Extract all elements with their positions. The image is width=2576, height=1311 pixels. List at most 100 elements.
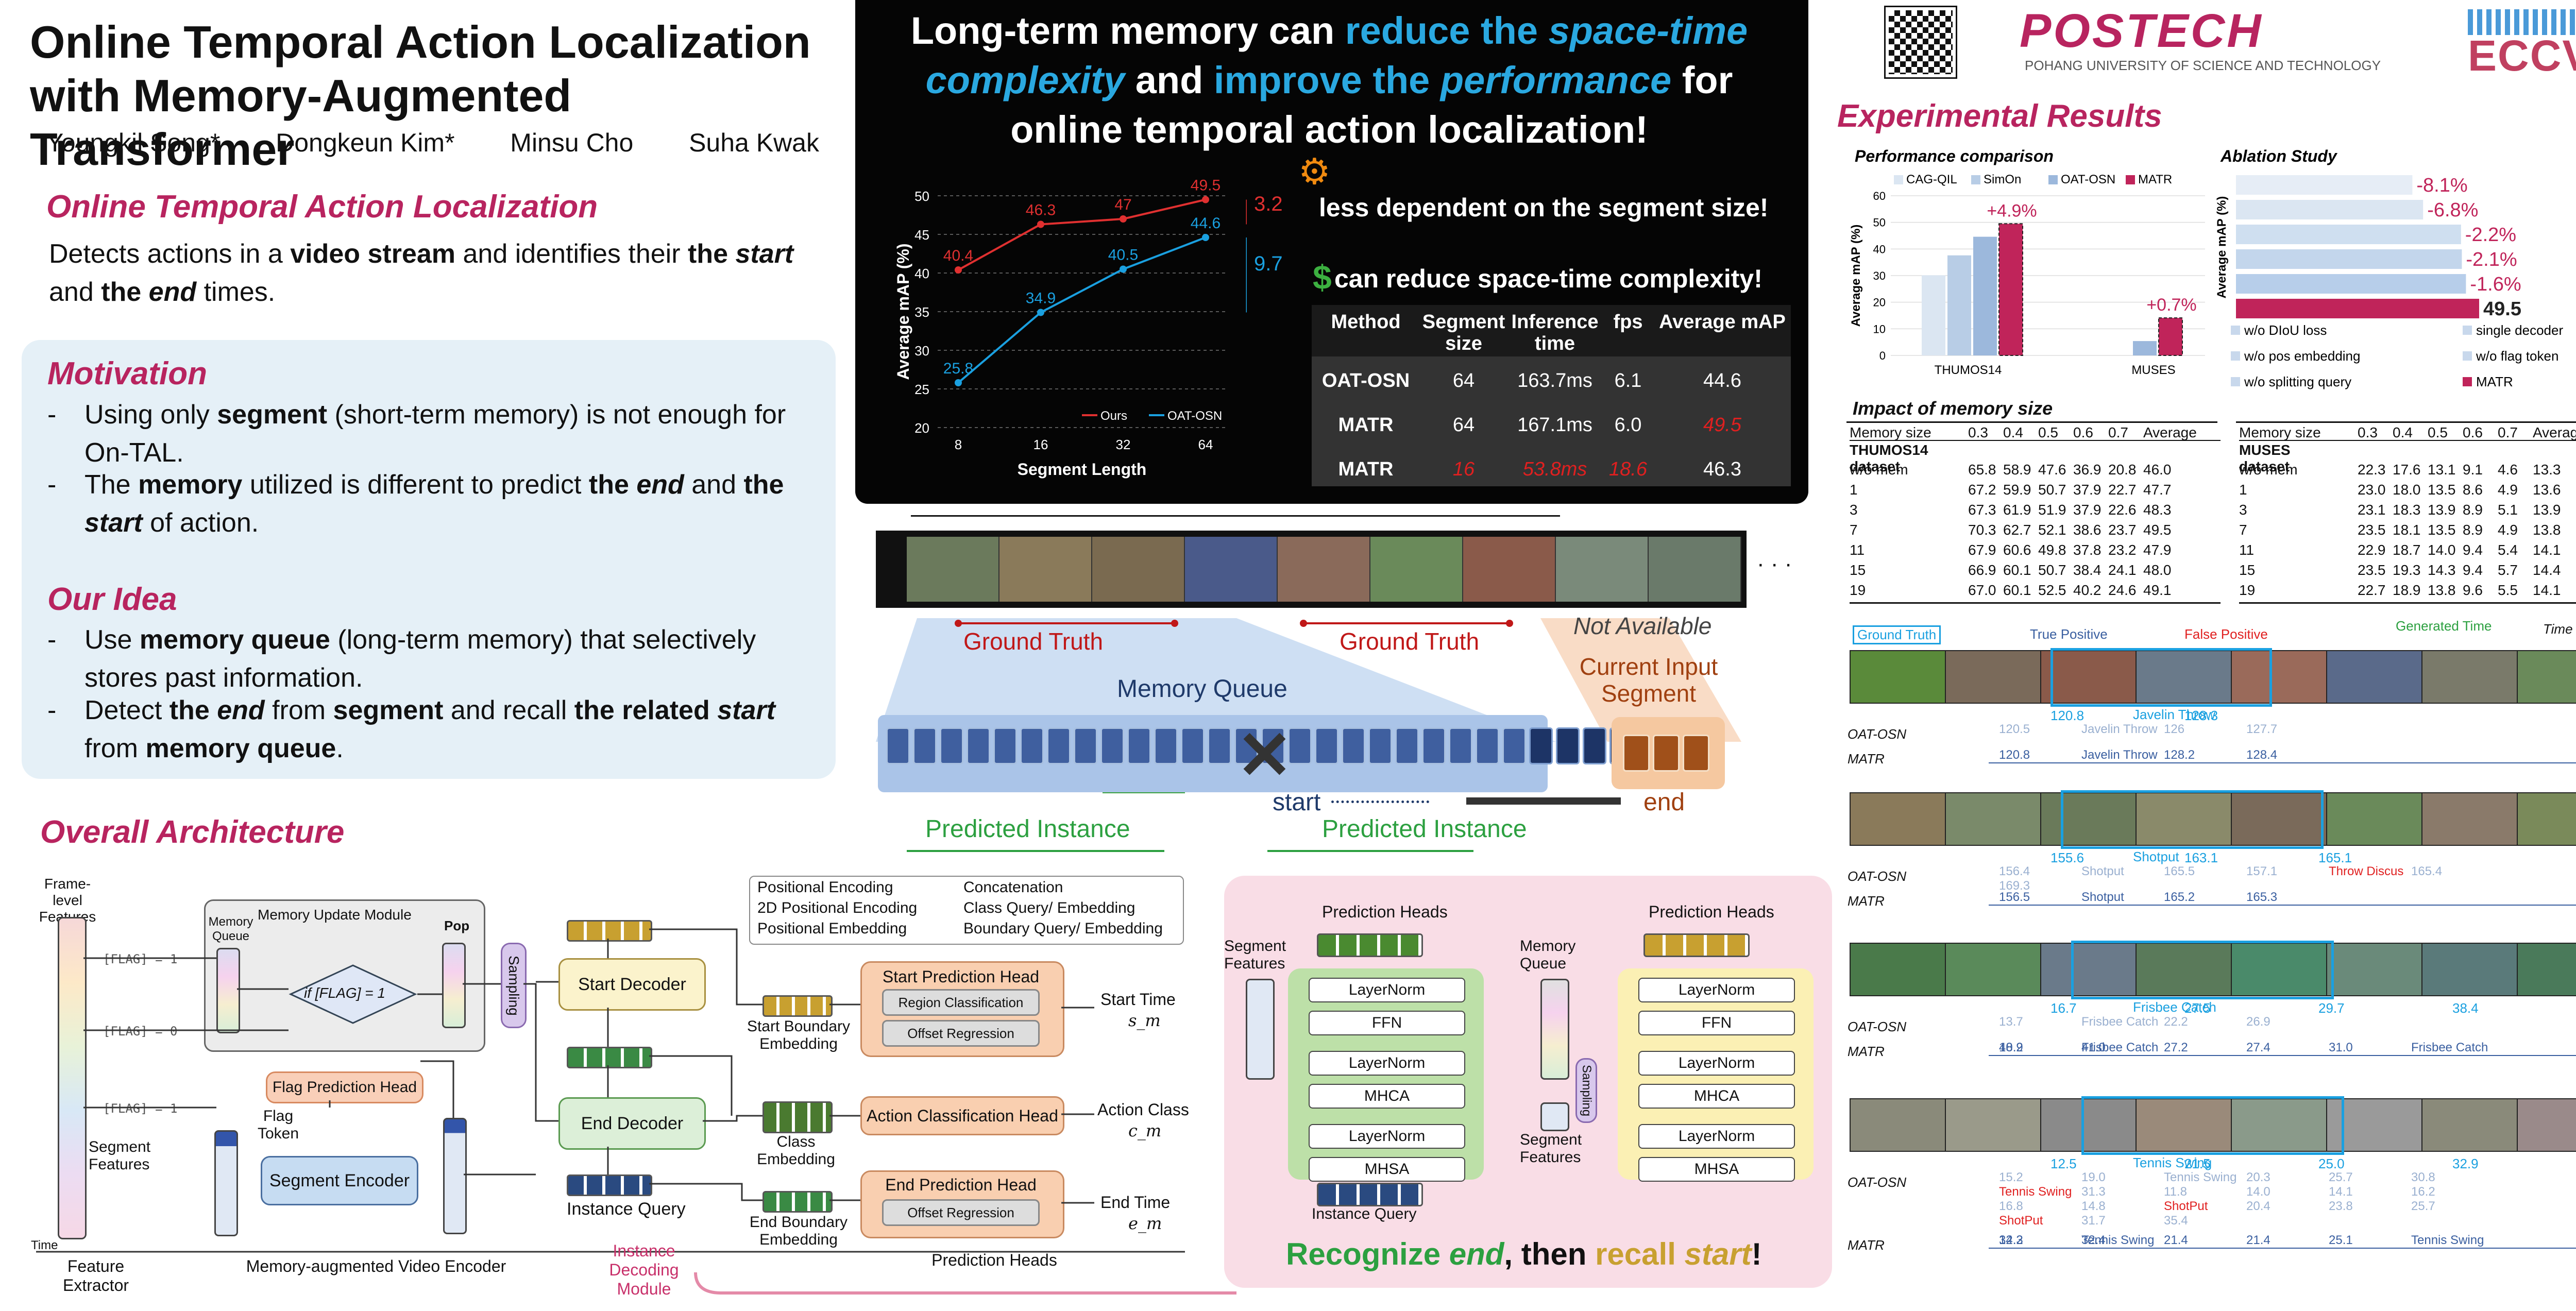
memory-table-cell: 13.5 <box>2428 482 2456 498</box>
ground-truth-time: 165.1 <box>2318 850 2352 865</box>
ground-truth-label-1: Ground Truth <box>963 628 1104 655</box>
detail-memory-column <box>1540 979 1569 1080</box>
oat-osn-prediction-value: 169.3 <box>1999 879 2030 893</box>
bar-y-tick: 30 <box>1873 269 1886 282</box>
memory-table-cell: 67.3 <box>1968 502 1996 518</box>
ablation-bar-label: -2.2% <box>2465 224 2516 246</box>
flag-condition-text: if [FLAG] = 1 <box>304 985 385 1001</box>
matr-timeline-axis <box>1989 762 2576 763</box>
filmstrip-frame <box>2232 793 2327 845</box>
memory-table-cell: 46.0 <box>2143 462 2172 478</box>
oat-osn-prediction-value: 157.1 <box>2246 864 2278 878</box>
postech-subtitle: POHANG UNIVERSITY OF SCIENCE AND TECHNOL… <box>2025 58 2381 73</box>
oat-osn-prediction-value: 31.7 <box>2081 1214 2106 1228</box>
current-segment-cells <box>1623 735 1709 772</box>
start-label: start <box>1273 789 1321 816</box>
memory-table-cell: 13.9 <box>2533 502 2561 518</box>
memory-table-cell: 38.4 <box>2073 562 2102 578</box>
filmstrip-frame <box>2041 793 2137 845</box>
legend-label: Ours <box>1100 409 1127 423</box>
memory-table-cell: 62.7 <box>2003 522 2031 538</box>
perf-table-header-cell: Inference time <box>1511 311 1599 354</box>
end-time-label: End Time <box>1100 1193 1171 1212</box>
ground-truth-time: 32.9 <box>2452 1156 2479 1171</box>
memory-update-label: Memory Update Module <box>258 907 412 923</box>
segment-features-label: Segment Features <box>89 1138 151 1173</box>
ablation-bar-label: -6.8% <box>2427 199 2478 221</box>
ablation-legend-swatch <box>2231 377 2240 386</box>
memory-table-header-cell: 0.5 <box>2038 424 2058 440</box>
y-axis-label: Average mAP (%) <box>894 244 912 380</box>
filmstrip-frames <box>907 537 1741 602</box>
flag-token-label: Flag Token <box>257 1108 299 1142</box>
segment-length-chart: 20 25 30 35 40 45 50 8 16 32 64 Segment Length Avera… <box>894 177 1247 479</box>
axis-prediction-heads: Prediction Heads <box>931 1251 1057 1269</box>
oat-osn-prediction-value: Throw Discus <box>2329 864 2404 878</box>
y-tick-label: 35 <box>914 304 929 320</box>
memory-table-dataset-label: MUSES dataset <box>2239 442 2291 474</box>
matr-prediction-value: 31.0 <box>2329 1041 2353 1054</box>
perf-table-header-cell: fps <box>1613 311 1643 333</box>
memory-table-cell: 5.1 <box>2498 502 2518 518</box>
end-head-label: End Prediction Head <box>885 1176 1037 1194</box>
bar-legend-swatch <box>1971 175 1980 184</box>
memory-table-cell: 50.7 <box>2038 562 2066 578</box>
memory-table-cell: 14.1 <box>2533 542 2561 558</box>
memory-table-cell: 9.1 <box>2463 462 2483 478</box>
author-1: Youngkil Song* <box>46 128 221 157</box>
drop-cross-icon: ✕ <box>1236 718 1293 793</box>
flag-prediction-head: Flag Prediction Head <box>266 1071 423 1103</box>
left-prediction-heads-label: Prediction Heads <box>1322 903 1448 921</box>
row-label-matr: MATR <box>1848 893 1885 909</box>
class-embedding-label: Class Embedding <box>757 1133 835 1168</box>
row-label-matr: MATR <box>1848 751 1885 767</box>
timeline-legend-time: Time (Sec) <box>2543 621 2576 637</box>
memory-table-cell: 13.5 <box>2428 522 2456 538</box>
architecture-connectors <box>36 928 1236 1295</box>
memory-table-header-cell: 0.7 <box>2108 424 2128 440</box>
performance-comparison-chart: Performance comparison 0 10 20 30 40 50 60 CAG-Q… <box>1849 147 2205 377</box>
ablation-legend-swatch <box>2463 326 2472 335</box>
less-dependent-text: less dependent on the segment size! <box>1319 193 1769 222</box>
ground-truth-highlight <box>2071 941 2334 999</box>
oat-osn-prediction-value: Tennis Swing <box>2164 1170 2237 1184</box>
data-label: 25.8 <box>943 360 973 377</box>
memory-table-cell: 8.6 <box>2463 482 2483 498</box>
oat-osn-prediction-value: 16.2 <box>2411 1185 2435 1199</box>
memory-table-cell: 13.8 <box>2428 582 2456 598</box>
start-boundary-label: Start Boundary Embedding <box>747 1018 851 1052</box>
memory-table-cell: 14.3 <box>2428 562 2456 578</box>
perf-table-cell: 18.6 <box>1609 458 1647 480</box>
detail-instance-query-tokens <box>1317 1183 1423 1206</box>
memory-table-cell: 60.6 <box>2003 542 2031 558</box>
bar-y-tick: 0 <box>1879 349 1886 362</box>
data-label: 49.5 <box>1191 177 1221 194</box>
ground-truth-time: 27.5 <box>2184 1000 2211 1016</box>
bar-legend-swatch <box>2126 175 2135 184</box>
memory-table-cell: 51.9 <box>2038 502 2066 518</box>
perf-table-cell: 163.7ms <box>1517 370 1592 391</box>
ground-truth-time: 120.8 <box>2050 708 2084 723</box>
oat-osn-prediction-value: 22.2 <box>2164 1015 2188 1029</box>
bar-category-label: MUSES <box>2131 363 2175 377</box>
encoded-feature-column <box>443 1118 467 1234</box>
ground-truth-time: 128.3 <box>2184 708 2218 723</box>
bar <box>1947 255 1971 355</box>
start-head-label: Start Prediction Head <box>882 967 1040 986</box>
author-2: Dongkeun Kim* <box>276 128 455 157</box>
memory-table-cell: 14.4 <box>2533 562 2561 578</box>
memory-table-cell: 67.9 <box>1968 542 1996 558</box>
bar-y-tick: 20 <box>1873 296 1886 309</box>
y-tick-label: 20 <box>914 420 929 436</box>
memory-table-header-cell: 0.5 <box>2428 424 2448 440</box>
banner-headline: Long-term memory can reduce the space-ti… <box>910 9 1748 151</box>
oat-osn-prediction-value: 25.7 <box>2411 1199 2435 1213</box>
idea-bullet-1: - Use memory queue (long-term memory) th… <box>47 625 756 693</box>
predicted-instance-label-1: Predicted Instance <box>925 815 1130 843</box>
decoder-layer-mhca: MHCA <box>1309 1084 1465 1109</box>
axis-video-encoder: Memory-augmented Video Encoder <box>246 1257 506 1275</box>
memory-table-cell: 7 <box>2239 522 2247 538</box>
ablation-legend-swatch <box>2463 351 2472 361</box>
motivation-panel <box>22 340 836 779</box>
predicted-instance-label-2: Predicted Instance <box>1322 815 1527 843</box>
